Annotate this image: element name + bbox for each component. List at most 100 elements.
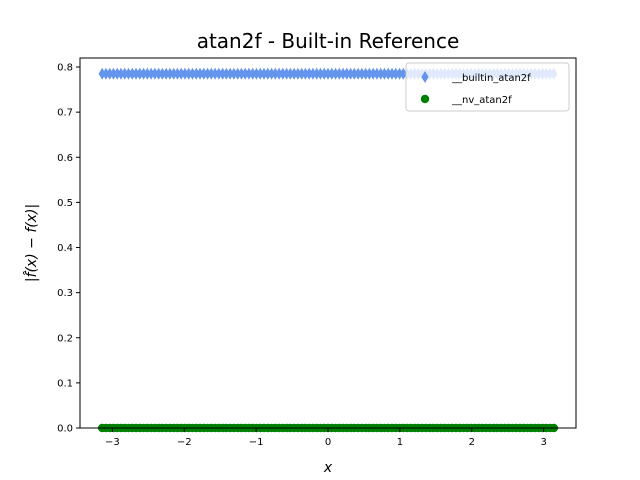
x-tick-label: −3 — [105, 437, 120, 448]
x-tick-label: −2 — [177, 437, 192, 448]
data-point — [136, 67, 144, 80]
data-point — [328, 67, 336, 80]
data-point — [358, 67, 366, 80]
data-point — [282, 67, 291, 80]
data-point — [241, 67, 249, 80]
data-point — [343, 67, 351, 80]
data-point — [113, 67, 121, 80]
data-point — [185, 67, 193, 80]
legend: __builtin_atan2f __nv_atan2f — [405, 62, 570, 112]
data-point — [252, 67, 261, 80]
legend-box — [405, 62, 570, 112]
data-point — [222, 67, 230, 80]
data-point — [181, 67, 189, 80]
data-point — [286, 67, 294, 80]
x-tick-label: 3 — [540, 437, 546, 448]
data-point — [219, 67, 227, 80]
x-tick-label: 1 — [397, 437, 403, 448]
data-point — [98, 67, 106, 80]
y-tick-label: 0.0 — [57, 424, 73, 435]
data-point — [267, 67, 276, 80]
data-point — [380, 67, 389, 80]
data-point — [256, 67, 264, 80]
data-point — [109, 67, 118, 80]
data-point — [335, 67, 343, 80]
x-axis: −3 −2 −1 0 1 2 3 — [105, 428, 547, 448]
data-point — [339, 67, 347, 80]
data-point — [155, 67, 163, 80]
y-tick-label: 0.6 — [57, 153, 73, 164]
data-point — [365, 67, 374, 80]
y-tick-label: 0.5 — [57, 198, 73, 209]
data-point — [143, 67, 151, 80]
data-point — [301, 67, 310, 80]
data-point — [203, 67, 212, 80]
data-point — [230, 67, 238, 80]
legend-marker — [420, 94, 430, 104]
data-point — [271, 67, 279, 80]
data-point — [384, 67, 392, 80]
y-axis-label: |f̂(x) − f(x)| — [23, 204, 40, 282]
plot-frame — [79, 57, 577, 429]
data-point — [388, 67, 396, 80]
data-point — [399, 67, 407, 80]
data-point — [279, 67, 287, 80]
y-tick-label: 0.3 — [57, 288, 73, 299]
data-point — [128, 67, 136, 80]
data-point — [313, 67, 321, 80]
data-point — [211, 67, 219, 80]
data-point — [170, 67, 178, 80]
data-point — [249, 67, 257, 80]
legend-label: __builtin_atan2f — [451, 73, 531, 84]
data-point — [106, 67, 114, 80]
data-point — [132, 67, 140, 80]
data-point — [373, 67, 381, 80]
data-point — [320, 67, 328, 80]
data-point — [121, 67, 129, 80]
data-point — [395, 67, 404, 80]
data-point — [196, 67, 204, 80]
data-point — [158, 67, 166, 80]
y-tick-label: 0.2 — [57, 333, 73, 344]
data-point — [173, 67, 182, 80]
chart-title: atan2f - Built-in Reference — [197, 29, 460, 53]
y-tick-label: 0.7 — [57, 108, 73, 119]
data-point — [124, 67, 133, 80]
data-point — [117, 67, 125, 80]
data-point — [147, 67, 155, 80]
data-point — [177, 67, 185, 80]
y-tick-label: 0.4 — [57, 243, 73, 254]
data-point — [294, 67, 302, 80]
data-point — [215, 67, 223, 80]
data-point — [305, 67, 313, 80]
data-point — [139, 67, 148, 80]
data-point — [392, 67, 400, 80]
data-point — [346, 67, 355, 80]
data-point — [350, 67, 358, 80]
data-point — [207, 67, 215, 80]
data-point — [331, 67, 340, 80]
data-point — [362, 67, 370, 80]
y-axis: 0.0 0.1 0.2 0.3 0.4 0.5 0.6 0.7 0.8 — [57, 63, 80, 435]
data-point — [226, 67, 234, 80]
data-point — [298, 67, 306, 80]
data-point — [324, 67, 332, 80]
data-point — [188, 67, 197, 80]
data-point — [260, 67, 268, 80]
data-point — [200, 67, 208, 80]
legend-marker — [421, 71, 429, 83]
series-layer — [97, 67, 559, 433]
data-point — [237, 67, 246, 80]
data-point — [309, 67, 317, 80]
data-point — [162, 67, 170, 80]
x-tick-label: 0 — [325, 437, 331, 448]
data-point — [234, 67, 242, 80]
data-point — [166, 67, 174, 80]
data-point — [245, 67, 253, 80]
legend-label: __nv_atan2f — [451, 95, 512, 106]
y-tick-label: 0.1 — [57, 378, 73, 389]
data-point — [192, 67, 200, 80]
x-axis-label: x — [323, 460, 333, 476]
x-tick-label: 2 — [469, 437, 475, 448]
